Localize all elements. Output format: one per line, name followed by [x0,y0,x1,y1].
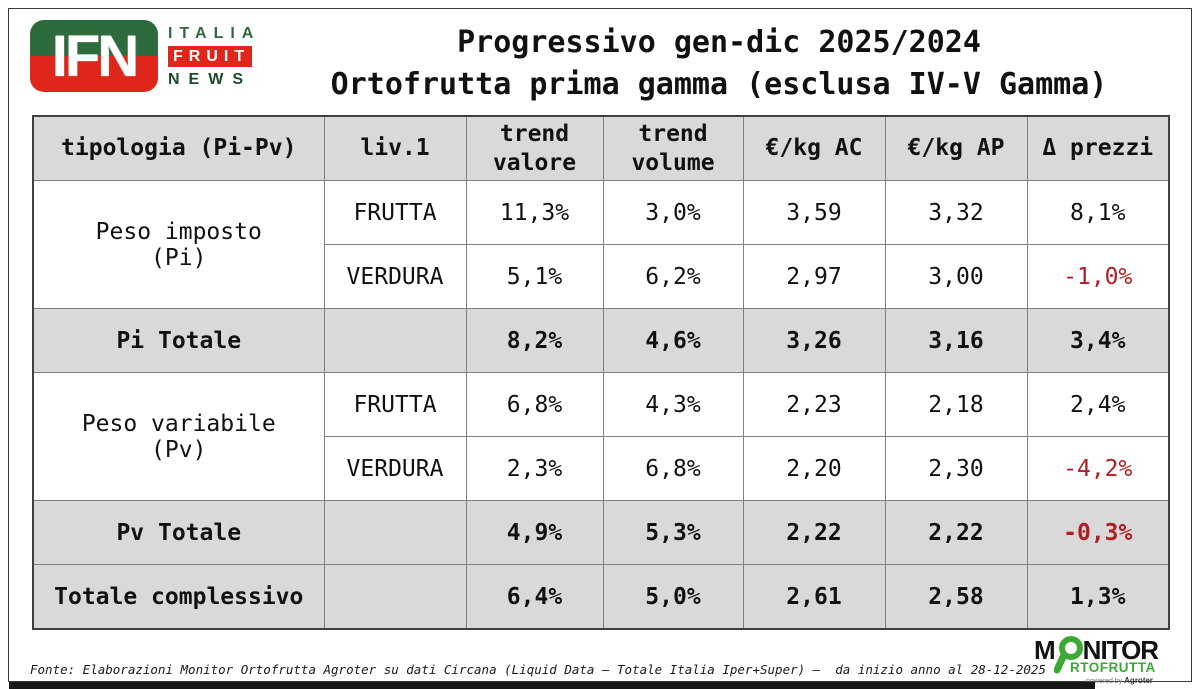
table-cell: 5,1% [465,244,604,309]
table-cell: 8,1% [1026,180,1170,245]
ifn-badge-red-half [30,56,158,92]
table-cell: 2,20 [742,436,886,501]
group-label-peso-variabile: Peso variabile (Pv) [32,372,325,501]
table-cell: 2,30 [884,436,1028,501]
table-row-pi-totale: Pi Totale 8,2% 4,6% 3,26 3,16 3,4% [32,308,1170,373]
powered-by-text: powered by [1086,677,1123,685]
ifn-badge: IFN [30,20,158,92]
magnifier-icon [1053,636,1083,674]
table-cell: 3,16 [884,308,1028,373]
table-cell: 3,32 [884,180,1028,245]
ifn-word-fruit: FRUIT [168,45,253,67]
col-header-eur-kg-ap: €/kg AP [884,115,1028,181]
footer-source-text: Fonte: Elaborazioni Monitor Ortofrutta A… [30,662,1046,677]
page-title: Progressivo gen-dic 2025/2024 Ortofrutta… [258,22,1180,106]
monitor-word-end: NITOR [1082,635,1159,665]
col-header-trend-valore: trend valore [465,115,604,181]
table-cell: VERDURA [323,244,467,309]
table-cell: 2,22 [742,500,886,565]
table-cell: 2,22 [884,500,1028,565]
ifn-wordmark: ITALIA FRUIT NEWS [168,24,260,89]
table-cell: 11,3% [465,180,604,245]
table-cell [323,500,467,565]
table-cell: FRUTTA [323,372,467,437]
table-cell: 6,8% [465,372,604,437]
table-cell: 2,23 [742,372,886,437]
row-label-totale-complessivo: Totale complessivo [32,564,325,630]
table-cell-negative: -0,3% [1026,500,1170,565]
monitor-wordmark: M NITOR [1034,630,1184,674]
table-row: Peso imposto (Pi) FRUTTA 11,3% 3,0% 3,59… [32,180,1170,309]
col-header-trend-volume: trend volume [602,115,744,181]
table-cell: 2,4% [1026,372,1170,437]
bottom-black-bar [9,682,1095,689]
data-table: tipologia (Pi-Pv) liv.1 trend valore tre… [32,115,1170,630]
ifn-word-news: NEWS [168,70,252,88]
agroter-brand: Agroter [1124,675,1154,685]
row-label-pi-totale: Pi Totale [32,308,325,373]
col-header-delta-prezzi: Δ prezzi [1026,115,1170,181]
table-cell [323,564,467,630]
table-cell: 6,2% [602,244,744,309]
table-cell: 2,97 [742,244,886,309]
ifn-acronym: IFN [51,23,139,89]
table-cell: 1,3% [1026,564,1170,630]
col-header-eur-kg-ac: €/kg AC [742,115,886,181]
table-row-pv-totale: Pv Totale 4,9% 5,3% 2,22 2,22 -0,3% [32,500,1170,565]
table-cell-negative: -1,0% [1026,244,1170,309]
table-cell: 4,9% [465,500,604,565]
table-cell: 3,26 [742,308,886,373]
table-cell: 6,4% [465,564,604,630]
monitor-word-start: M [1034,635,1056,665]
title-line-2: Ortofrutta prima gamma (esclusa IV-V Gam… [330,67,1108,102]
col-header-tipologia: tipologia (Pi-Pv) [32,115,325,181]
table-cell: 4,3% [602,372,744,437]
table-cell: 4,6% [602,308,744,373]
table-cell: 5,3% [602,500,744,565]
ifn-badge-green-half [30,20,158,56]
monitor-ortofrutta-logo: M NITOR RTOFRUTTA powered by Agroter [1034,630,1184,685]
table-cell: 3,4% [1026,308,1170,373]
table-cell: FRUTTA [323,180,467,245]
table-cell: 3,0% [602,180,744,245]
table-row: VERDURA 5,1% 6,2% 2,97 3,00 -1,0% [33,244,1170,309]
ifn-logo: IFN ITALIA FRUIT NEWS [30,20,260,92]
table-cell-negative: -4,2% [1026,436,1170,501]
table-cell [323,308,467,373]
table-cell: 3,59 [742,180,886,245]
table-cell: 2,3% [465,436,604,501]
ortofrutta-wordmark: RTOFRUTTA [1070,660,1156,675]
ifn-word-italia: ITALIA [168,24,261,42]
powered-by-agroter: powered by Agroter [1086,675,1184,685]
table-cell: 5,0% [602,564,744,630]
table-cell: 2,18 [884,372,1028,437]
table-row-totale-complessivo: Totale complessivo 6,4% 5,0% 2,61 2,58 1… [32,564,1170,630]
table-cell: 2,58 [884,564,1028,630]
table-cell: 2,61 [742,564,886,630]
table-row: Peso variabile (Pv) FRUTTA 6,8% 4,3% 2,2… [32,372,1170,501]
group-label-peso-imposto: Peso imposto (Pi) [32,180,325,309]
table-cell: 6,8% [602,436,744,501]
col-header-liv1: liv.1 [323,115,467,181]
table-cell: 3,00 [884,244,1028,309]
table-cell: VERDURA [323,436,467,501]
table-cell: 8,2% [465,308,604,373]
table-row: VERDURA 2,3% 6,8% 2,20 2,30 -4,2% [33,436,1170,501]
row-label-pv-totale: Pv Totale [32,500,325,565]
table-header-row: tipologia (Pi-Pv) liv.1 trend valore tre… [32,115,1170,181]
title-line-1: Progressivo gen-dic 2025/2024 [457,25,981,60]
